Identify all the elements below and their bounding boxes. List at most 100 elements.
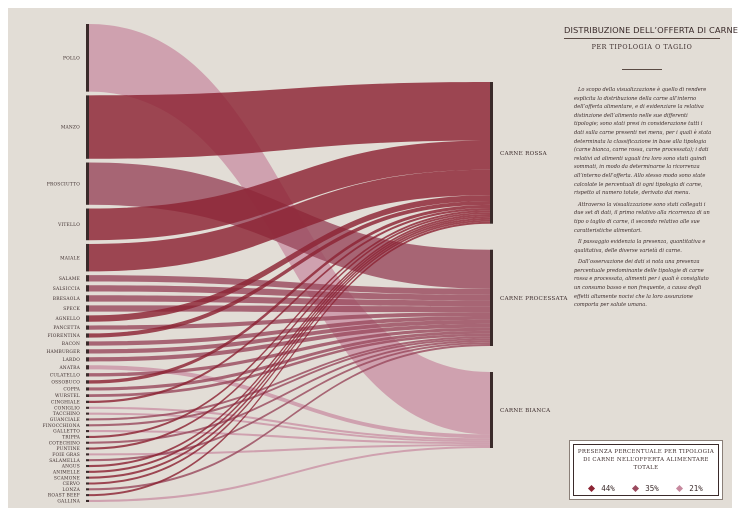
source-bar (86, 424, 89, 427)
source-bar (86, 285, 89, 292)
diamond-icon (632, 484, 640, 493)
source-label: GALLINA (57, 500, 80, 505)
source-bar (86, 95, 89, 159)
description-paragraph: Il passaggio evidenzia la presenza, quan… (574, 239, 706, 254)
target-bar-rossa (490, 82, 493, 224)
source-label: PUNTINE (56, 447, 80, 452)
legend: PRESENZA PERCENTUALE PER TIPOLOGIA DI CA… (569, 440, 723, 500)
source-label: ANATRA (58, 366, 80, 371)
source-bar (86, 488, 89, 491)
source-label: HAMBURGER (46, 350, 80, 355)
source-label: CONIGLIO (54, 406, 80, 411)
source-label: ANGUS (61, 465, 80, 470)
source-bar (86, 275, 89, 282)
flow-link-cinghiale (89, 208, 490, 404)
description-paragraph: Lo scopo della visualizzazione è quello … (574, 87, 712, 197)
source-bars (86, 24, 89, 502)
legend-items: 44% 35% 21% (574, 484, 718, 493)
flow-link-gallina (89, 446, 490, 502)
flow-link-animelle (89, 215, 490, 473)
source-bar (86, 325, 89, 330)
source-label: COPPA (63, 388, 80, 393)
source-bar (86, 482, 89, 485)
source-bar (86, 24, 89, 92)
target-bars (490, 82, 493, 448)
source-label: BRESAOLA (53, 297, 81, 302)
sankey-diagram: POLLO MANZO PROSCIUTTO VITELLO MAIALE SALAME S… (43, 24, 568, 505)
source-label: VITELLO (57, 223, 80, 228)
source-bar (86, 380, 89, 384)
flow-link-salamella (89, 342, 490, 462)
source-label: FINOCCHIONA (43, 424, 81, 429)
source-label: SALSICCIA (53, 287, 81, 292)
legend-item-bianca: 21% (676, 484, 703, 493)
source-bar (86, 357, 89, 362)
source-bar (86, 373, 89, 377)
source-bar (86, 470, 89, 473)
flow-link-manzo (89, 82, 490, 159)
poster: POLLO MANZO PROSCIUTTO VITELLO MAIALE SALAME S… (8, 8, 738, 508)
source-label: GUANCIALE (50, 418, 80, 423)
flow-links (89, 24, 490, 502)
legend-frame: PRESENZA PERCENTUALE PER TIPOLOGIA DI CA… (573, 444, 719, 496)
source-bar (86, 394, 89, 398)
source-label: CULATELLO (50, 373, 80, 378)
title-divider (622, 69, 662, 70)
description-text: Lo scopo della visualizzazione è quello … (574, 86, 712, 313)
flow-link-fiorentina (89, 200, 490, 338)
source-bar (86, 499, 89, 502)
source-bar (86, 459, 89, 462)
diamond-icon (588, 484, 596, 493)
source-label: SPECK (63, 307, 80, 312)
target-label-bianca: CARNE BIANCA (500, 408, 551, 414)
source-bar (86, 400, 89, 404)
flow-link-finocchiona (89, 338, 490, 427)
flow-link-tacchino (89, 412, 490, 443)
source-bar (86, 441, 89, 444)
source-label: PROSCIUTTO (47, 182, 80, 187)
source-label: FOIE GRAS (52, 453, 80, 458)
source-bar (86, 406, 89, 409)
flow-link-vitello (89, 140, 490, 241)
source-bar (86, 341, 89, 346)
source-label: CINGHIALE (51, 400, 80, 405)
legend-value: 35% (645, 484, 659, 493)
flow-link-foie-gras (89, 444, 490, 456)
flow-link-lardo (89, 323, 490, 362)
legend-item-processata: 35% (632, 484, 659, 493)
flow-link-ossobuco (89, 204, 490, 384)
source-label: MAIALE (60, 256, 80, 261)
source-label: BACON (62, 342, 80, 347)
title-block: DISTRIBUZIONE DELL’OFFERTA DI CARNE PER … (564, 25, 738, 70)
source-bar (86, 387, 89, 391)
legend-item-rossa: 44% (588, 484, 615, 493)
page-title: DISTRIBUZIONE DELL’OFFERTA DI CARNE (564, 25, 738, 39)
source-bar (86, 418, 89, 421)
source-label: SCAMONE (54, 476, 80, 481)
flow-link-coniglio (89, 406, 490, 441)
flow-link-galletto (89, 430, 490, 445)
source-bar (86, 430, 89, 433)
flow-link-trippa (89, 210, 490, 438)
source-label: FIORENTINA (48, 334, 81, 339)
source-label: PANCETTA (53, 326, 80, 331)
source-bar (86, 295, 89, 302)
target-label-processata: CARNE PROCESSATA (500, 296, 568, 302)
legend-title: PRESENZA PERCENTUALE PER TIPOLOGIA DI CA… (577, 449, 715, 471)
flow-link-maiale (89, 169, 490, 272)
flow-link-cotechino (89, 340, 490, 444)
source-label: GALLETTO (53, 430, 80, 435)
source-label: COTECHINO (49, 441, 80, 446)
flow-link-hamburger (89, 319, 490, 354)
source-label: LARDO (62, 358, 80, 363)
source-bar (86, 453, 89, 456)
source-label: OSSOBUCO (51, 381, 80, 386)
flow-link-roast-beef (89, 221, 490, 497)
source-bar (86, 333, 89, 338)
source-label: SALAME (59, 277, 80, 282)
source-label: LONZA (62, 488, 80, 493)
flow-link-wurstel (89, 333, 490, 398)
page-subtitle: PER TIPOLOGIA O TAGLIO (591, 44, 693, 51)
source-label: TRIPPA (62, 436, 80, 441)
source-bar (86, 464, 89, 468)
